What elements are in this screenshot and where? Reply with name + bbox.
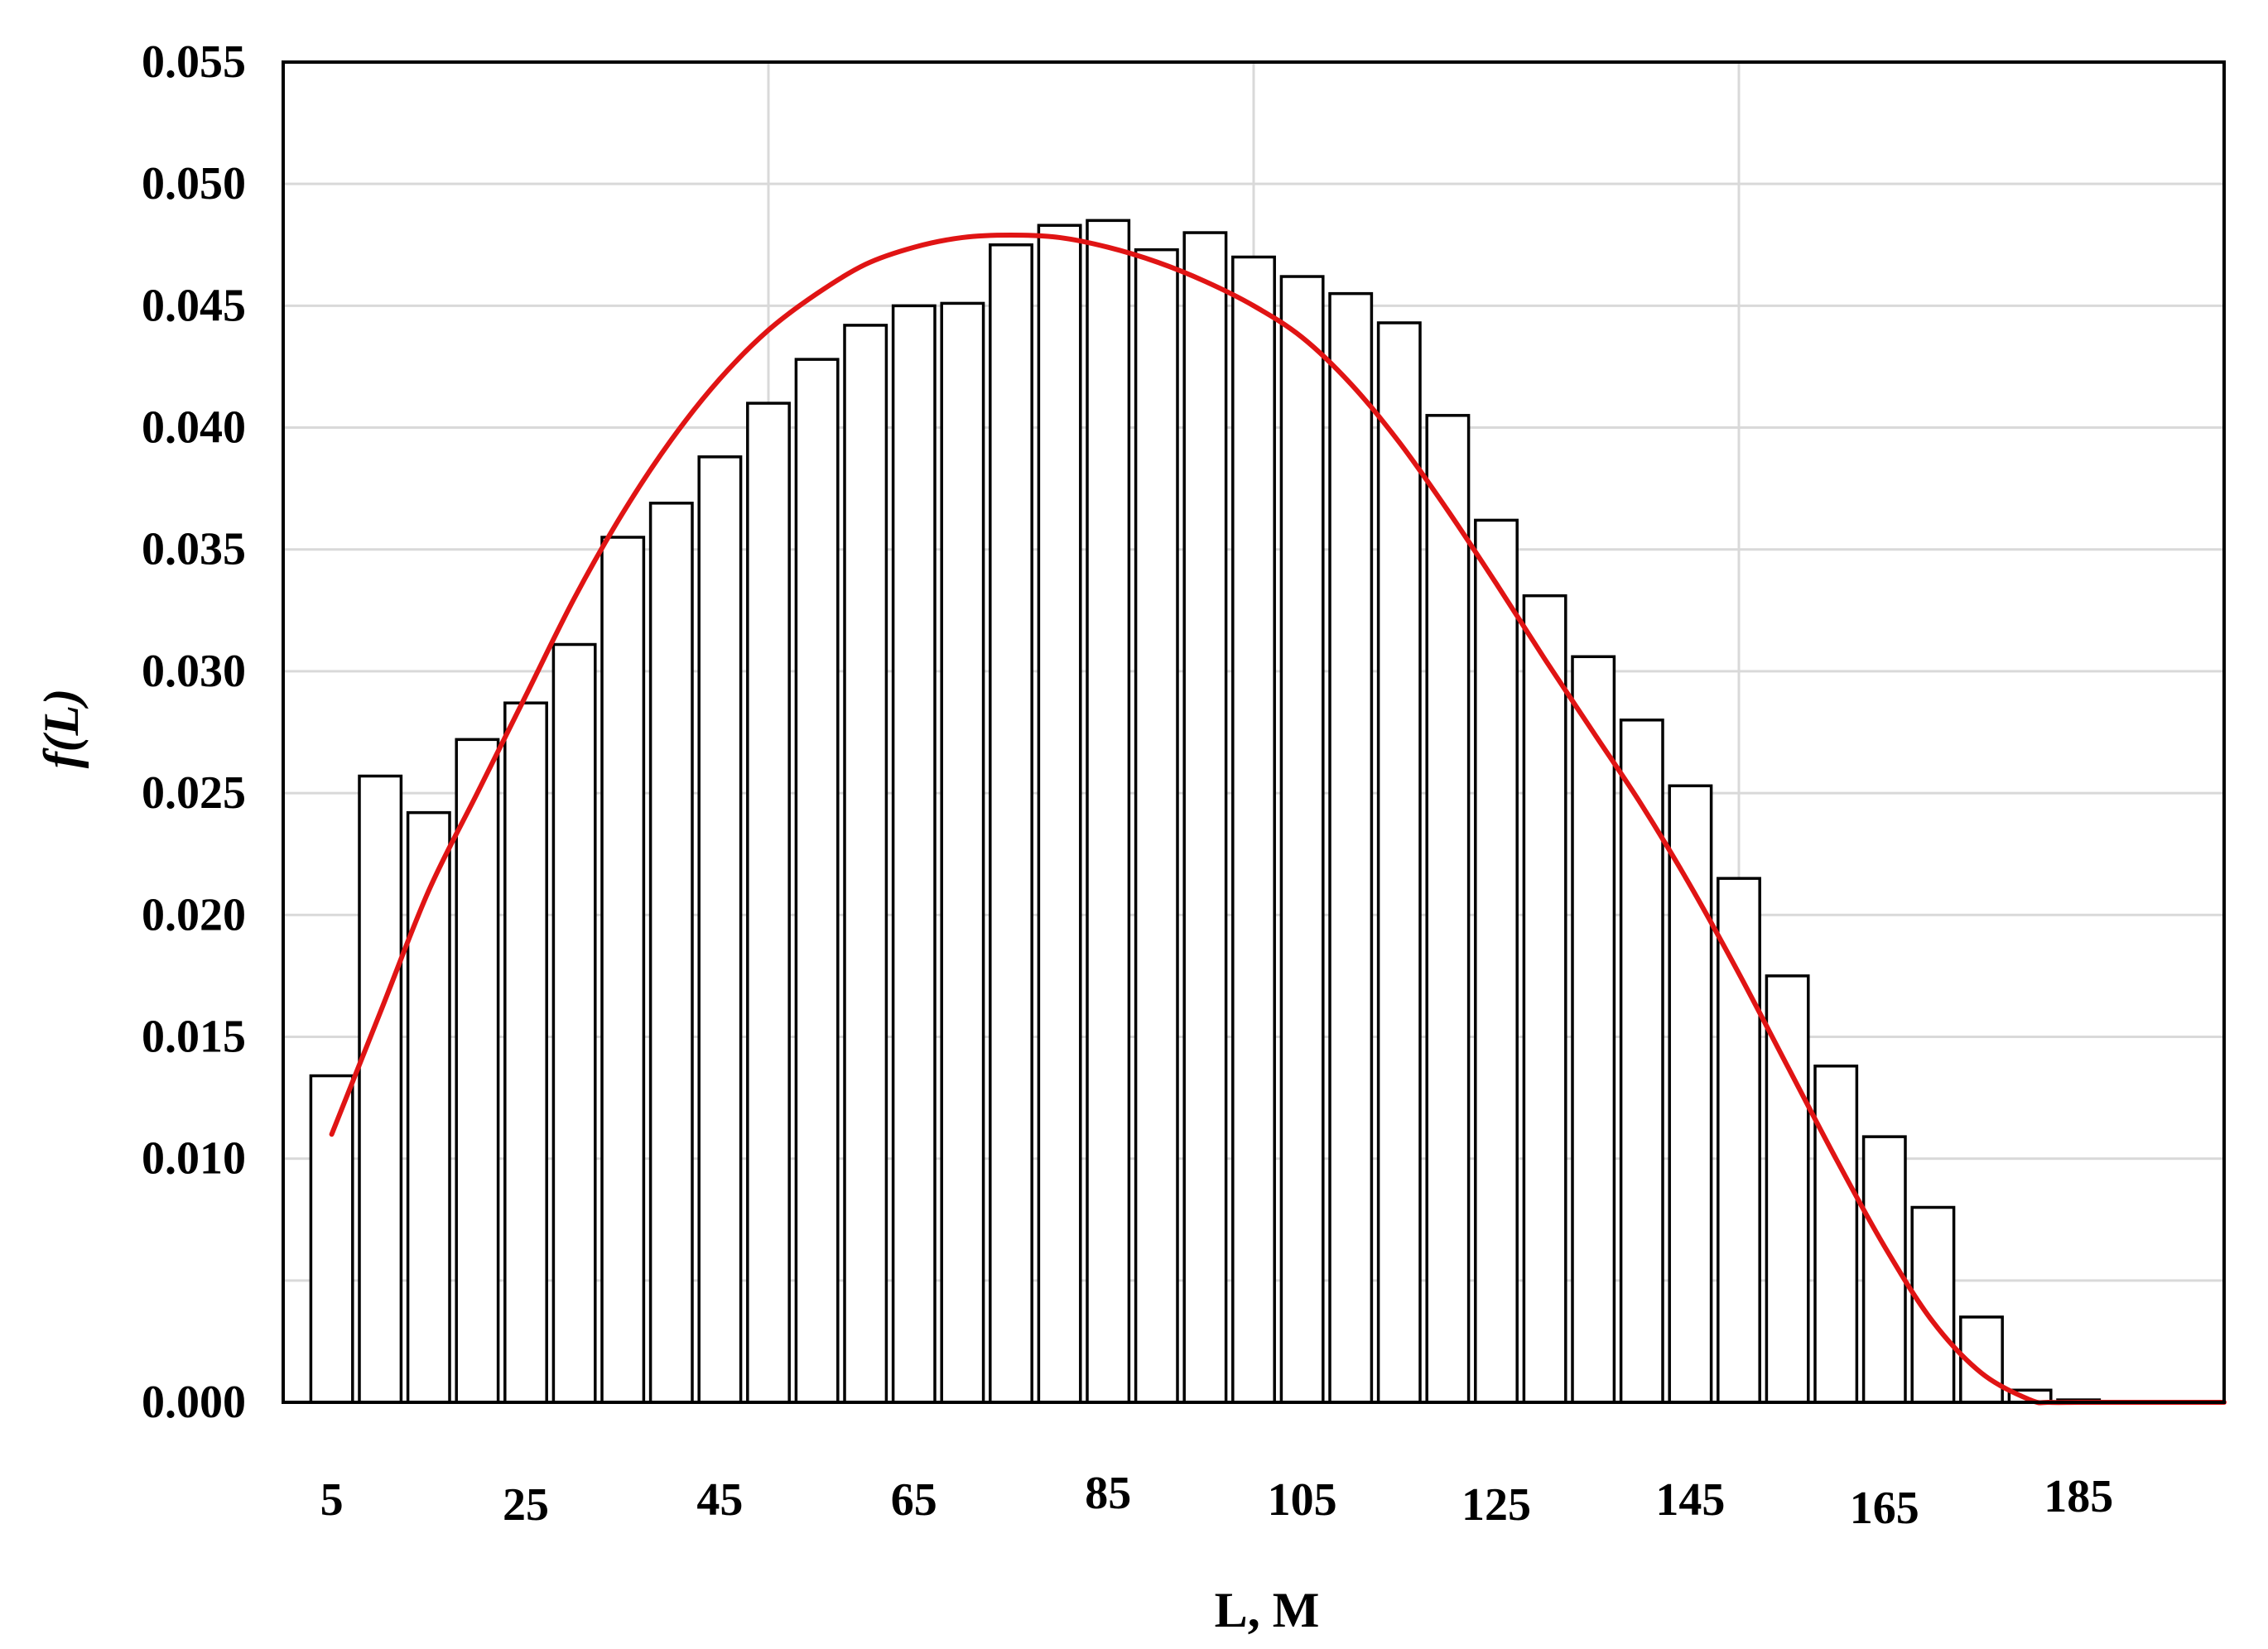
x-tick-label: 105 — [1268, 1474, 1337, 1526]
y-tick-label: 0.035 — [142, 524, 246, 575]
plot-frame-border — [282, 60, 2226, 1404]
histogram-bar — [358, 774, 403, 1404]
x-tick-label: 65 — [891, 1474, 937, 1526]
histogram-bar — [697, 455, 743, 1404]
histogram-bar — [1765, 974, 1810, 1404]
histogram-bar — [1037, 224, 1082, 1404]
x-tick-label: 165 — [1850, 1483, 1919, 1534]
histogram-bar — [1231, 255, 1276, 1404]
histogram-bar — [551, 642, 597, 1404]
x-tick-label: 125 — [1461, 1479, 1531, 1531]
y-tick-label: 0.055 — [142, 36, 246, 88]
histogram-bar — [1425, 414, 1471, 1404]
histogram-bar — [1279, 275, 1325, 1404]
x-tick-label: 45 — [696, 1474, 743, 1526]
histogram-bar — [989, 243, 1033, 1404]
y-axis-ticks: 0.000 0.010 0.015 0.020 0.025 0.030 0.035 0.040… — [142, 36, 246, 1428]
y-tick-label: 0.040 — [142, 402, 246, 454]
histogram-bar — [1182, 231, 1228, 1404]
histogram-bar — [1474, 518, 1519, 1404]
y-tick-label: 0.015 — [142, 1011, 246, 1062]
y-tick-label: 0.000 — [142, 1377, 246, 1428]
plot-frame — [282, 60, 2226, 1404]
fit-curve — [329, 232, 2227, 1406]
histogram-bar — [406, 810, 451, 1404]
histogram-bar — [1619, 719, 1664, 1404]
x-tick-label: 185 — [2044, 1471, 2113, 1522]
histogram-bar — [794, 358, 840, 1404]
y-tick-label: 0.050 — [142, 158, 246, 209]
histogram-bar — [746, 401, 791, 1404]
histogram-bar — [1086, 219, 1131, 1404]
x-tick-label: 5 — [320, 1474, 344, 1526]
histogram-bar — [1134, 248, 1179, 1404]
histogram-bar — [1571, 655, 1616, 1404]
x-tick-label: 25 — [503, 1479, 549, 1531]
y-tick-label: 0.030 — [142, 646, 246, 697]
y-tick-label: 0.025 — [142, 767, 246, 819]
histogram-bar — [1376, 321, 1422, 1404]
histogram-bar — [1522, 594, 1567, 1404]
y-tick-label: 0.010 — [142, 1133, 246, 1185]
histogram-bar — [843, 324, 888, 1404]
histogram-bar — [891, 304, 937, 1404]
x-tick-label: 85 — [1085, 1468, 1131, 1519]
histogram-bar — [455, 738, 500, 1404]
histogram-bar — [503, 701, 548, 1404]
y-axis-title: f(L) — [34, 689, 89, 769]
histogram-bar — [1668, 784, 1713, 1404]
y-tick-label: 0.020 — [142, 889, 246, 940]
y-tick-label: 0.045 — [142, 280, 246, 331]
histogram-bar — [648, 502, 694, 1404]
histogram-bar — [1813, 1065, 1859, 1404]
histogram-bars — [309, 219, 2102, 1404]
fit-curve-group — [329, 232, 2227, 1406]
x-axis-ticks: 5 25 45 65 85 105 125 145 165 185 — [320, 1468, 2114, 1534]
histogram-bar — [309, 1074, 354, 1404]
histogram-bar — [600, 536, 646, 1404]
x-tick-label: 145 — [1655, 1474, 1725, 1526]
histogram-bar — [940, 301, 985, 1404]
x-axis-title: L, M — [1215, 1583, 1320, 1637]
histogram-bar — [1717, 877, 1761, 1404]
histogram-bar — [1328, 291, 1374, 1404]
